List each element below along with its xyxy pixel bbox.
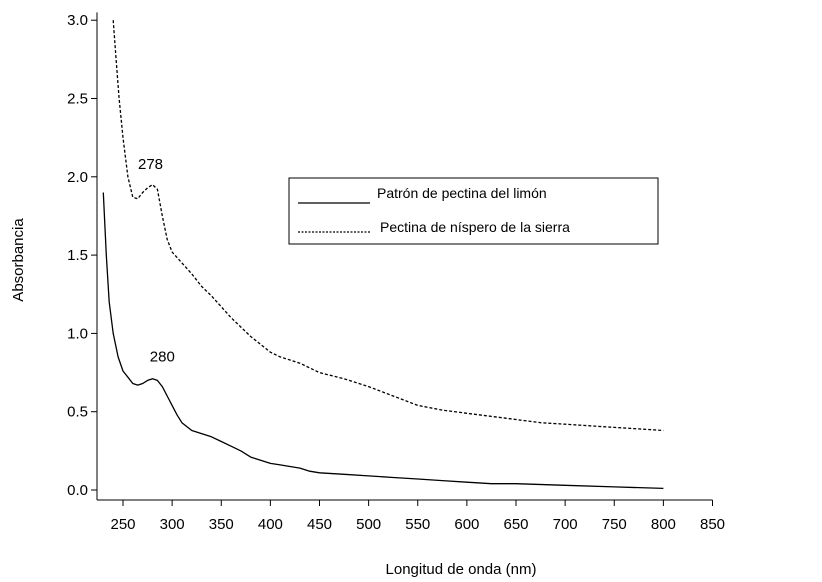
x-tick-label: 650 [503, 516, 528, 533]
annotations: 278 280 [138, 156, 175, 366]
y-axis-title: Absorbancia [10, 218, 27, 302]
y-tick-label: 3.0 [67, 12, 88, 29]
x-tick-label: 450 [307, 516, 332, 533]
peak-annotation: 278 [138, 156, 163, 173]
axes [96, 12, 713, 501]
y-tick-label: 2.5 [67, 91, 88, 108]
series-layer [102, 20, 664, 490]
y-tick-label: 0.5 [67, 404, 88, 421]
series-line-limon [102, 192, 664, 490]
x-tick-label: 800 [651, 516, 676, 533]
legend-box [288, 177, 659, 245]
x-tick-label: 550 [405, 516, 430, 533]
legend: Patrón de pectina del limón Pectina de n… [288, 177, 659, 245]
y-tick-label: 2.0 [67, 169, 88, 186]
series-line-nispero [112, 20, 664, 432]
x-tick-label: 600 [454, 516, 479, 533]
x-axis-title: Longitud de onda (nm) [386, 561, 537, 578]
x-tick-label: 350 [209, 516, 234, 533]
y-tick-label: 1.5 [67, 247, 88, 264]
x-tick-label: 700 [553, 516, 578, 533]
legend-label-series-1: Patrón de pectina del limón [377, 185, 547, 201]
x-tick-label: 850 [700, 516, 725, 533]
x-ticks: 250 300 350 400 450 500 550 600 650 700 750 800 850 [110, 500, 725, 533]
y-tick-label: 0.0 [67, 482, 88, 499]
x-tick-label: 500 [356, 516, 381, 533]
y-tick-label: 1.0 [67, 325, 88, 342]
x-tick-label: 300 [160, 516, 185, 533]
x-tick-label: 750 [602, 516, 627, 533]
x-tick-label: 400 [258, 516, 283, 533]
x-tick-label: 250 [110, 516, 135, 533]
legend-label-series-2: Pectina de níspero de la sierra [380, 219, 570, 235]
y-ticks: 0.0 0.5 1.0 1.5 2.0 2.5 3.0 [67, 12, 97, 499]
peak-annotation: 280 [150, 349, 175, 366]
